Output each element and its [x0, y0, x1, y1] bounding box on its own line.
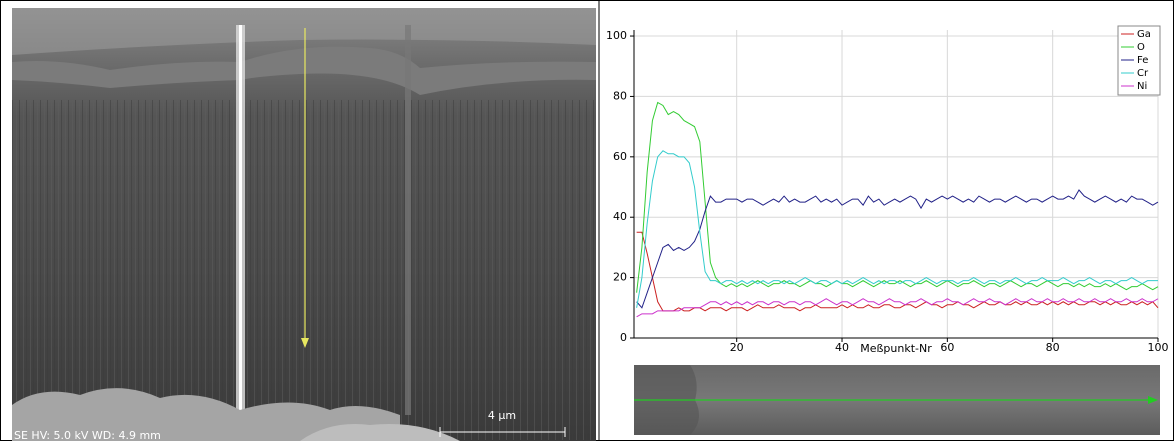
x-tick-label: 100 — [1148, 341, 1169, 354]
y-tick-label: 60 — [613, 150, 627, 163]
series-line — [636, 189, 1159, 309]
y-tick-label: 20 — [613, 271, 627, 284]
legend-label: Ni — [1137, 81, 1147, 92]
y-tick-label: 80 — [613, 89, 627, 102]
series-line — [636, 150, 1158, 308]
sem-info: SE HV: 5.0 kV WD: 4.9 mm — [14, 429, 161, 441]
scale-bar-label: 4 µm — [488, 409, 516, 422]
y-tick-label: 100 — [606, 29, 627, 42]
x-tick-label: 80 — [1046, 341, 1060, 354]
series-line — [636, 298, 1159, 318]
line-strip-image — [634, 365, 1160, 435]
x-tick-label: 20 — [730, 341, 744, 354]
series-line — [636, 231, 1159, 312]
legend-label: Ga — [1137, 29, 1151, 40]
y-tick-label: 0 — [620, 331, 627, 344]
legend-label: Cr — [1137, 68, 1149, 79]
x-tick-label: 60 — [940, 341, 954, 354]
y-tick-label: 40 — [613, 210, 627, 223]
plot-area — [634, 30, 1158, 338]
legend-label: Fe — [1137, 55, 1148, 66]
x-tick-label: 40 — [835, 341, 849, 354]
legend-label: O — [1137, 42, 1145, 53]
x-axis-label: Meßpunkt-Nr — [860, 342, 932, 355]
sem-image — [12, 8, 596, 441]
